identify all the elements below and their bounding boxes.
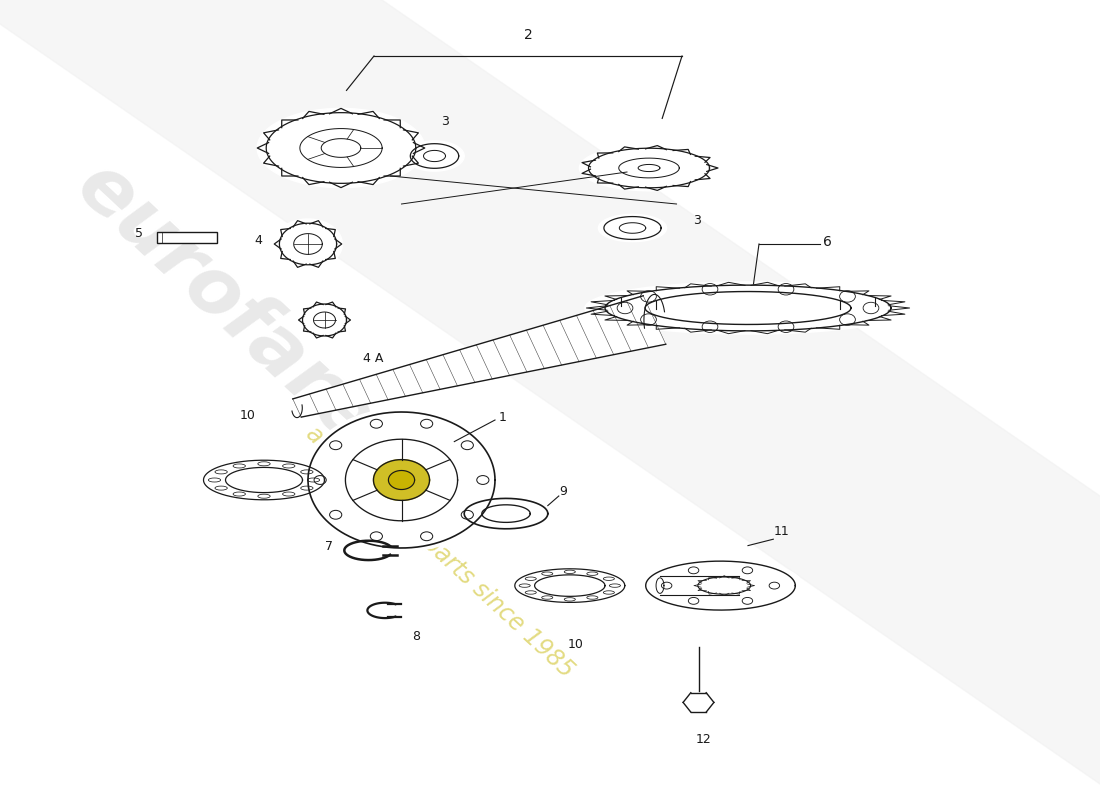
Text: 11: 11	[773, 525, 789, 538]
Text: 7: 7	[326, 540, 333, 553]
Polygon shape	[293, 296, 666, 417]
Polygon shape	[510, 567, 629, 604]
Text: 9: 9	[559, 485, 566, 498]
Polygon shape	[199, 458, 329, 502]
Text: 2: 2	[524, 27, 532, 42]
Text: 3: 3	[441, 115, 450, 128]
Polygon shape	[298, 301, 351, 339]
Text: 4: 4	[254, 234, 262, 246]
Text: 3: 3	[693, 214, 701, 226]
Polygon shape	[374, 460, 429, 500]
Polygon shape	[585, 282, 911, 334]
Text: a passion for parts since 1985: a passion for parts since 1985	[301, 422, 579, 682]
Text: 10: 10	[240, 410, 255, 422]
Polygon shape	[304, 409, 499, 551]
Text: 8: 8	[411, 630, 420, 643]
Polygon shape	[580, 146, 718, 190]
Polygon shape	[598, 214, 667, 242]
Text: 6: 6	[823, 235, 832, 250]
Text: eurofares: eurofares	[62, 148, 422, 492]
Text: 10: 10	[568, 638, 583, 650]
Polygon shape	[257, 108, 425, 188]
Polygon shape	[455, 495, 557, 532]
Polygon shape	[638, 558, 803, 613]
Polygon shape	[274, 219, 342, 269]
Text: 1: 1	[498, 411, 506, 424]
Polygon shape	[405, 141, 464, 171]
Text: 4 A: 4 A	[363, 352, 384, 365]
Text: 5: 5	[135, 227, 143, 240]
Text: 12: 12	[696, 733, 712, 746]
Polygon shape	[388, 470, 415, 490]
Bar	[157, 232, 218, 242]
Polygon shape	[362, 601, 408, 620]
